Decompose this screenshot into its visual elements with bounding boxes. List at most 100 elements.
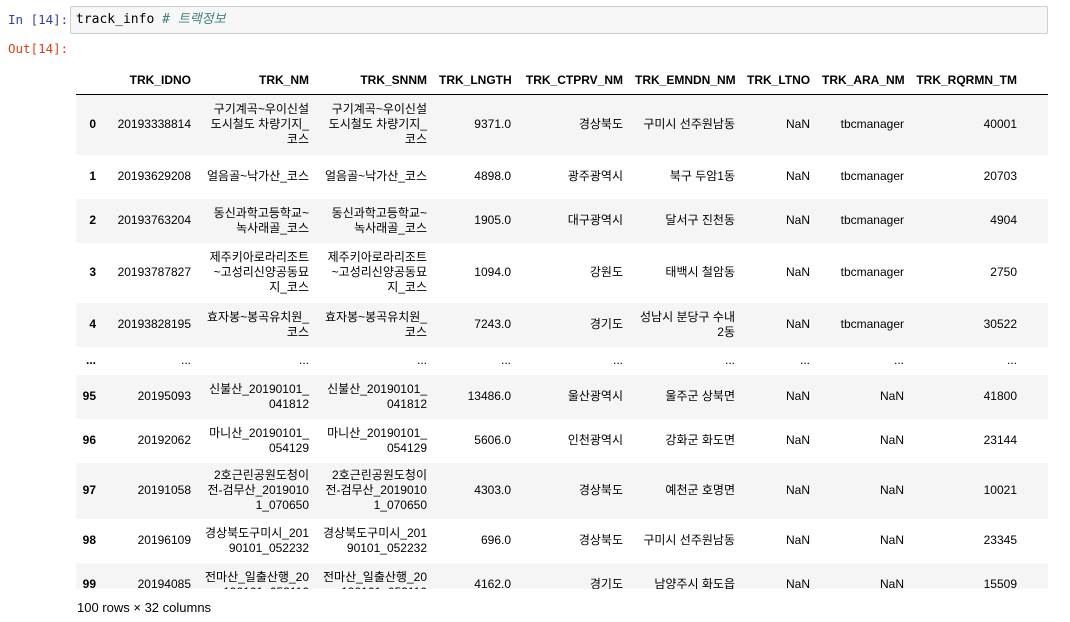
table-row: 95 20195093 신불산_20190101_041812 신불산_2019010… xyxy=(76,374,1048,419)
table-cell: 23144 xyxy=(983,433,1017,447)
table-cell: 9371.0 xyxy=(474,117,511,132)
table-cell: tbcmanager xyxy=(840,317,904,331)
table-cell: 696.0 xyxy=(480,533,511,547)
table-cell: 남양주시 화도읍 xyxy=(654,577,735,589)
table-cell: 동신과학고등학교~녹사래골_코스 xyxy=(213,205,309,235)
table-cell: 광주광역시 xyxy=(567,169,623,183)
table-cell: NaN xyxy=(785,213,810,227)
table-row: 1 20193629208 얼음골~낙가산_코스 얼음골~낙가산_코스 4898.0 광주… xyxy=(76,154,1048,199)
table-cell: NaN xyxy=(785,265,810,279)
table-cell: 제주키아로라리조트~고성리신양공동묘지_코스 xyxy=(209,250,309,294)
column-header: TRK_LNGTH xyxy=(433,44,517,95)
table-cell: ... xyxy=(1006,353,1017,367)
table-cell: 전마산_일출산행_20190101_053110 xyxy=(205,569,309,590)
row-index: ... xyxy=(85,353,96,367)
column-header: TRK_ARA_NM xyxy=(816,44,910,95)
table-cell: 동신과학고등학교~녹사래골_코스 xyxy=(331,205,427,235)
row-index: 3 xyxy=(89,265,96,279)
table-cell: 전마산_일출산행_20190101_053110 xyxy=(323,569,427,590)
table-cell: 20192062 xyxy=(137,433,191,447)
table-cell: 강화군 화도면 xyxy=(665,433,735,447)
table-cell: ... xyxy=(298,353,309,367)
table-cell: ... xyxy=(893,353,904,367)
table-cell: NaN xyxy=(879,483,904,497)
row-index: 98 xyxy=(82,533,96,547)
table-cell: NaN xyxy=(879,433,904,447)
table-cell: 마니산_20190101_054129 xyxy=(327,425,427,455)
table-cell xyxy=(1023,199,1048,243)
table-cell: 북구 두암1동 xyxy=(669,169,735,183)
table-row: 2 20193763204 동신과학고등학교~녹사래골_코스 동신과학고등학교~녹사래… xyxy=(76,198,1048,243)
table-cell: ... xyxy=(500,353,511,367)
table-cell: 경상북도 xyxy=(578,117,623,132)
table-cell: NaN xyxy=(785,483,810,497)
table-cell: NaN xyxy=(879,533,904,547)
table-body: 0 20193338814 구기계곡~우이신설도시철도 차량기지_코스 구기계곡~우이… xyxy=(76,94,1048,590)
table-header-row: TRK_IDNO TRK_NM TRK_SNNM TRK_LNGTH TRK_CTPRV… xyxy=(76,44,1048,95)
code-cell-input[interactable]: track_info # 트랙정보 xyxy=(70,6,1048,34)
table-cell: 4898.0 xyxy=(474,169,511,183)
table-cell: 신불산_20190101_041812 xyxy=(209,381,309,411)
table-cell: 경상북도구미시_20190101_052232 xyxy=(205,525,309,555)
table-cell: 예천군 호명면 xyxy=(665,483,735,497)
table-cell: NaN xyxy=(785,433,810,447)
row-index: 99 xyxy=(82,577,96,589)
code-text: track_info xyxy=(76,12,155,27)
table-cell: 2750 xyxy=(990,265,1017,279)
table-cell: NaN xyxy=(879,577,904,589)
table-row: 0 20193338814 구기계곡~우이신설도시철도 차량기지_코스 구기계곡~우이… xyxy=(76,94,1048,155)
output-prompt: Out[14]: xyxy=(8,41,69,56)
table-cell: 30522 xyxy=(983,317,1017,331)
table-cell: 1905.0 xyxy=(474,213,511,227)
table-cell xyxy=(1023,95,1048,155)
column-header: TRK_IDNO xyxy=(102,44,197,95)
column-header: TRK_ xyxy=(1023,44,1048,95)
table-cell: NaN xyxy=(785,389,810,403)
table-cell xyxy=(1023,419,1048,463)
table-cell xyxy=(1023,463,1048,519)
column-header: TRK_RQRMN_TM xyxy=(910,44,1023,95)
row-index: 96 xyxy=(82,433,96,447)
table-cell: 40001 xyxy=(983,117,1017,132)
table-cell: 5606.0 xyxy=(474,433,511,447)
output-area: TRK_IDNO TRK_NM TRK_SNNM TRK_LNGTH TRK_CTPRV… xyxy=(76,44,1048,589)
table-cell: 경상북도 xyxy=(578,483,623,497)
row-index: 95 xyxy=(82,389,96,403)
code-comment: # 트랙정보 xyxy=(162,12,226,27)
table-cell: NaN xyxy=(785,317,810,331)
table-cell: 20194085 xyxy=(137,577,191,589)
table-cell: NaN xyxy=(785,117,810,132)
table-row: 3 20193787827 제주키아로라리조트~고성리신양공동묘지_코스 제주키아로라… xyxy=(76,242,1048,303)
table-cell: 구기계곡~우이신설도시철도 차량기지_코스 xyxy=(328,102,427,147)
table-cell: 15509 xyxy=(983,577,1017,589)
table-cell: 태백시 철암동 xyxy=(665,265,735,279)
column-header: TRK_EMNDN_NM xyxy=(629,44,741,95)
table-cell: NaN xyxy=(785,577,810,589)
table-cell: 20193629208 xyxy=(117,169,191,183)
table-cell: 2호근린공원도청이전-검무산_20190101_070650 xyxy=(207,468,309,512)
table-cell: 울산광역시 xyxy=(567,389,623,403)
table-cell: 경기도 xyxy=(589,577,623,589)
table-cell: 성남시 분당구 수내2동 xyxy=(640,309,735,339)
dataframe-shape: 100 rows × 32 columns xyxy=(77,600,212,615)
table-cell xyxy=(1023,347,1048,375)
table-cell: 효자봉~봉곡유치원_코스 xyxy=(324,309,427,339)
dataframe-table: TRK_IDNO TRK_NM TRK_SNNM TRK_LNGTH TRK_CTPRV… xyxy=(76,44,1048,589)
table-cell: 경기도 xyxy=(589,317,623,331)
table-cell: 4303.0 xyxy=(474,483,511,497)
table-row: 96 20192062 마니산_20190101_054129 마니산_2019010… xyxy=(76,418,1048,463)
table-cell: 20193828195 xyxy=(117,317,191,331)
index-header xyxy=(76,44,102,95)
table-cell xyxy=(1023,375,1048,419)
table-cell: tbcmanager xyxy=(840,265,904,279)
table-cell: 2호근린공원도청이전-검무산_20190101_070650 xyxy=(325,468,427,512)
table-cell: tbcmanager xyxy=(840,117,904,132)
table-cell: 구미시 선주원남동 xyxy=(643,117,735,132)
table-cell: 20193787827 xyxy=(117,265,191,279)
row-index: 97 xyxy=(82,483,96,497)
row-index: 4 xyxy=(89,317,96,331)
table-cell: 구미시 선주원남동 xyxy=(643,533,735,547)
table-cell: NaN xyxy=(785,169,810,183)
table-cell: 강원도 xyxy=(589,265,623,279)
table-row: 4 20193828195 효자봉~봉곡유치원_코스 효자봉~봉곡유치원_코스 7243… xyxy=(76,302,1048,347)
